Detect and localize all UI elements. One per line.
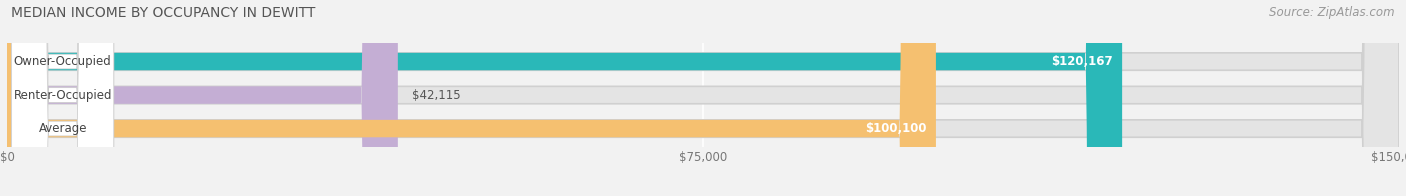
FancyBboxPatch shape — [11, 0, 114, 196]
FancyBboxPatch shape — [11, 0, 114, 196]
FancyBboxPatch shape — [7, 0, 1399, 196]
FancyBboxPatch shape — [7, 0, 1399, 196]
Text: $100,100: $100,100 — [865, 122, 927, 135]
Text: Owner-Occupied: Owner-Occupied — [14, 55, 111, 68]
Text: Renter-Occupied: Renter-Occupied — [14, 89, 112, 102]
FancyBboxPatch shape — [7, 0, 936, 196]
FancyBboxPatch shape — [7, 0, 398, 196]
Text: Source: ZipAtlas.com: Source: ZipAtlas.com — [1270, 6, 1395, 19]
Text: Average: Average — [38, 122, 87, 135]
Text: $42,115: $42,115 — [412, 89, 460, 102]
FancyBboxPatch shape — [7, 0, 1399, 196]
Text: $120,167: $120,167 — [1052, 55, 1114, 68]
FancyBboxPatch shape — [11, 0, 114, 196]
FancyBboxPatch shape — [7, 0, 1122, 196]
Text: MEDIAN INCOME BY OCCUPANCY IN DEWITT: MEDIAN INCOME BY OCCUPANCY IN DEWITT — [11, 6, 315, 20]
